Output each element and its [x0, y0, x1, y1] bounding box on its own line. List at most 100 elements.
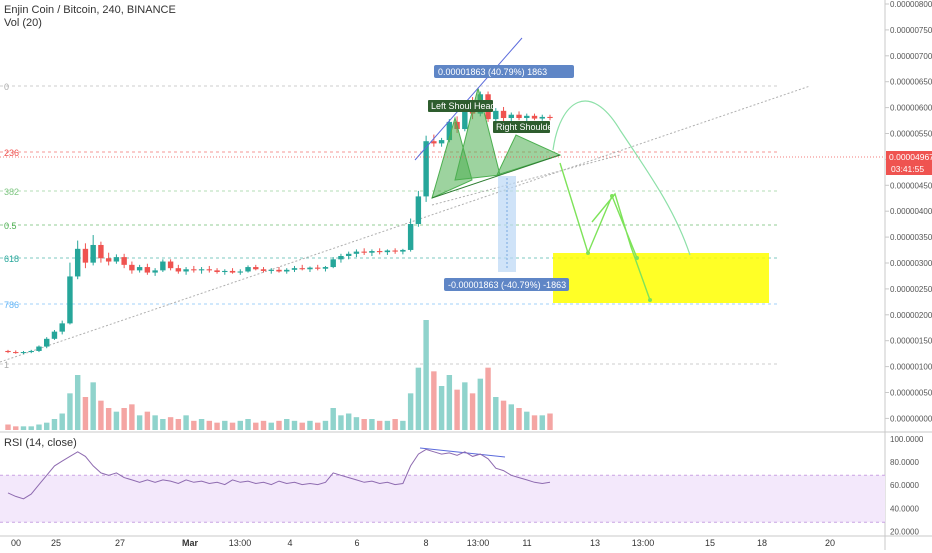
volume-bar: [152, 415, 158, 430]
rsi-axis-label: 60.0000: [890, 481, 919, 490]
candle-body: [144, 267, 151, 273]
candle-body: [237, 271, 243, 273]
time-axis-label: 4: [287, 538, 292, 548]
candle-body: [291, 268, 298, 270]
volume-bar: [121, 408, 127, 430]
candle-body: [160, 261, 166, 271]
volume-bar: [36, 424, 42, 430]
time-axis-label: 13:00: [467, 538, 490, 548]
candle-body: [44, 338, 50, 347]
volume-bar: [253, 422, 259, 430]
volume-bar: [345, 413, 352, 430]
time-axis-label: 13:00: [632, 538, 655, 548]
volume-bar: [214, 422, 220, 430]
price-axis-label: 0.00000450: [890, 181, 932, 190]
neckline: [431, 154, 561, 199]
volume-bar: [237, 420, 243, 430]
volume-indicator-label[interactable]: Vol (20): [4, 17, 42, 29]
time-axis-label: 13: [590, 538, 600, 548]
volume-bar: [307, 420, 313, 430]
volume-bar: [167, 417, 174, 430]
candle-body: [260, 269, 267, 271]
volume-bar: [431, 371, 437, 430]
candle-body: [322, 267, 329, 269]
volume-bar: [438, 386, 445, 430]
candle-body: [376, 251, 383, 253]
volume-bar: [191, 420, 197, 430]
volume-bar: [539, 415, 545, 430]
volume-bar: [524, 411, 530, 430]
volume-bar: [90, 382, 96, 430]
time-axis-label: 25: [51, 538, 61, 548]
volume-bar: [376, 420, 383, 430]
candle-body: [407, 224, 414, 250]
volume-bar: [338, 415, 344, 430]
candle-body: [74, 248, 81, 277]
volume-bar: [98, 400, 104, 430]
candle-body: [369, 251, 375, 253]
fib-level-label: 236: [4, 148, 19, 158]
volume-bar: [462, 382, 468, 430]
volume-bar: [400, 420, 406, 430]
time-axis-label: Mar: [182, 538, 199, 548]
time-axis-label: 8: [423, 538, 428, 548]
time-axis-label: 13:00: [229, 538, 252, 548]
candle-body: [28, 350, 34, 353]
candle-body: [175, 268, 182, 272]
candle-body: [113, 257, 120, 262]
candle-body: [438, 140, 445, 144]
candle-body: [493, 110, 499, 120]
candle-body: [136, 267, 143, 271]
price-axis-label: 0.00000400: [890, 207, 932, 216]
candle-body: [400, 249, 406, 252]
candle-body: [524, 115, 530, 119]
measure-up-bg: [434, 65, 574, 78]
price-axis-label: 0.00000800: [890, 0, 932, 9]
volume-bar: [276, 420, 282, 430]
volume-bar: [477, 378, 484, 430]
price-axis-label: 0.00000150: [890, 337, 932, 346]
volume-bar: [369, 419, 375, 430]
measure-up-label: 0.00001863 (40.79%) 1863: [438, 67, 547, 77]
candle-body: [51, 331, 58, 339]
candle-body: [5, 350, 11, 353]
price-axis-label: 0.00000000: [890, 414, 932, 423]
symbol-title: Enjin Coin / Bitcoin, 240, BINANCE: [4, 4, 176, 16]
volume-bar: [13, 426, 19, 430]
price-axis-label: 0.00000650: [890, 78, 932, 87]
price-axis-label: 0.00000300: [890, 259, 932, 268]
candle-body: [307, 267, 313, 270]
measure-down-label: -0.00001863 (-40.79%) -1863: [448, 280, 566, 290]
volume-bar: [469, 393, 476, 430]
candle-body: [152, 270, 158, 273]
rsi-axis-label: 80.0000: [890, 458, 919, 467]
candle-body: [198, 269, 205, 271]
volume-bar: [129, 404, 135, 430]
price-axis-label: 0.00000100: [890, 363, 932, 372]
candle-body: [516, 114, 522, 119]
volume-bar: [28, 426, 34, 430]
volume-bar: [454, 389, 460, 430]
arrow-tip: [648, 298, 652, 302]
fib-level-label: 382: [4, 187, 19, 197]
price-axis-label: 0.00000250: [890, 285, 932, 294]
head-label-bg: [471, 100, 493, 112]
head-label: Head: [474, 101, 496, 111]
volume-bar: [392, 419, 398, 430]
candle-body: [206, 269, 213, 271]
current-price-tag-bg: [886, 151, 932, 163]
rsi-indicator-label[interactable]: RSI (14, close): [4, 437, 77, 449]
volume-bar: [299, 422, 305, 430]
candle-body: [121, 257, 127, 265]
projection-arrows: [559, 162, 651, 301]
volume-bar: [284, 419, 290, 430]
volume-bar: [423, 320, 429, 430]
rsi-axis-label: 40.0000: [890, 504, 919, 513]
volume-bar: [260, 420, 267, 430]
rsi-axis-label: 100.0000: [890, 435, 924, 444]
candle-body: [531, 115, 538, 119]
volume-bar: [322, 420, 329, 430]
volume-bar: [59, 413, 65, 430]
